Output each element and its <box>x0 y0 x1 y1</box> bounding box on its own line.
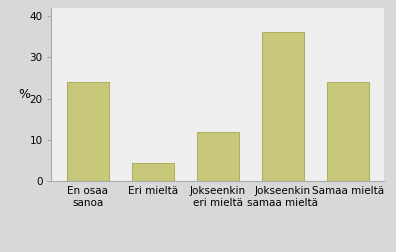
Bar <box>197 132 239 181</box>
Y-axis label: %: % <box>18 88 30 101</box>
Bar <box>262 33 304 181</box>
Bar <box>327 82 369 181</box>
Bar <box>67 82 109 181</box>
Bar <box>131 163 174 181</box>
